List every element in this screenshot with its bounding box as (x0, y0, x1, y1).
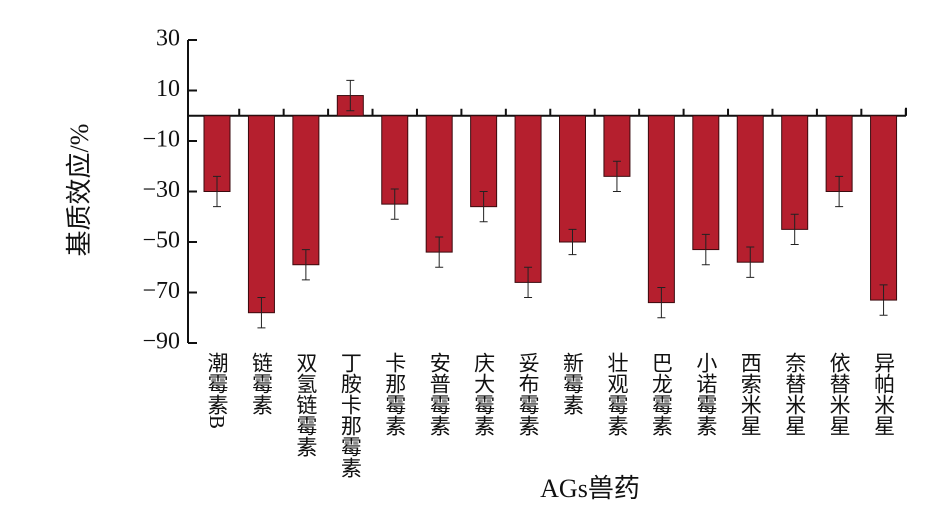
error-bar (479, 191, 488, 223)
x-tick-label: 巴龙霉素 (649, 352, 673, 436)
error-bar (835, 175, 844, 208)
x-tick-label: 西索米星 (738, 352, 762, 436)
bar (736, 115, 764, 263)
error-bar (790, 213, 799, 246)
x-axis-title: AGs兽药 (540, 474, 640, 503)
bar (870, 115, 898, 301)
error-bar (346, 79, 355, 112)
bar (425, 115, 453, 253)
error-bar (701, 233, 710, 266)
error-bar (879, 284, 888, 316)
bar (514, 115, 542, 283)
error-bar (435, 236, 444, 268)
bar (781, 115, 809, 230)
error-bar (568, 228, 577, 256)
error-bar (657, 286, 666, 319)
error-bar (301, 249, 310, 281)
error-bar (213, 175, 221, 208)
error-bar (612, 160, 621, 192)
y-tick-label: −70 (142, 278, 180, 304)
y-tick-label: −10 (142, 127, 180, 153)
y-tick-label: 10 (156, 76, 180, 102)
y-tick-label: −50 (142, 228, 180, 254)
bar (692, 115, 720, 251)
x-tick-label: 双氢链霉素 (294, 352, 318, 457)
error-bar (746, 246, 755, 278)
x-tick-label: 丁胺卡那霉素 (338, 352, 362, 478)
x-tick-label: 庆大霉素 (472, 352, 496, 436)
error-bar (257, 297, 266, 329)
bar (559, 115, 586, 243)
y-tick-label: −30 (142, 177, 180, 203)
x-tick-label: 小诺霉素 (694, 352, 718, 436)
error-bar (390, 188, 399, 220)
x-tick-label: 异帕米星 (872, 352, 896, 436)
y-tick-label: 30 (156, 26, 180, 52)
error-bar (524, 266, 533, 299)
bar (292, 115, 320, 266)
bar (247, 115, 275, 314)
x-tick-label: 奈替米星 (783, 352, 807, 436)
bar (647, 115, 675, 304)
x-tick-label: 卡那霉素 (383, 352, 407, 436)
x-tick-label: 壮观霉素 (605, 352, 629, 436)
x-tick-label: 妥布霉素 (516, 352, 540, 436)
x-tick-label: 新霉素 (561, 352, 585, 415)
x-tick-label: 潮霉素B (205, 352, 229, 429)
x-tick-label: 依替米星 (827, 352, 851, 436)
y-axis-title: 基质效应/% (65, 124, 94, 257)
y-tick-label: −90 (142, 329, 180, 355)
x-tick-label: 安普霉素 (427, 352, 451, 436)
x-tick-label: 链霉素 (249, 352, 273, 415)
